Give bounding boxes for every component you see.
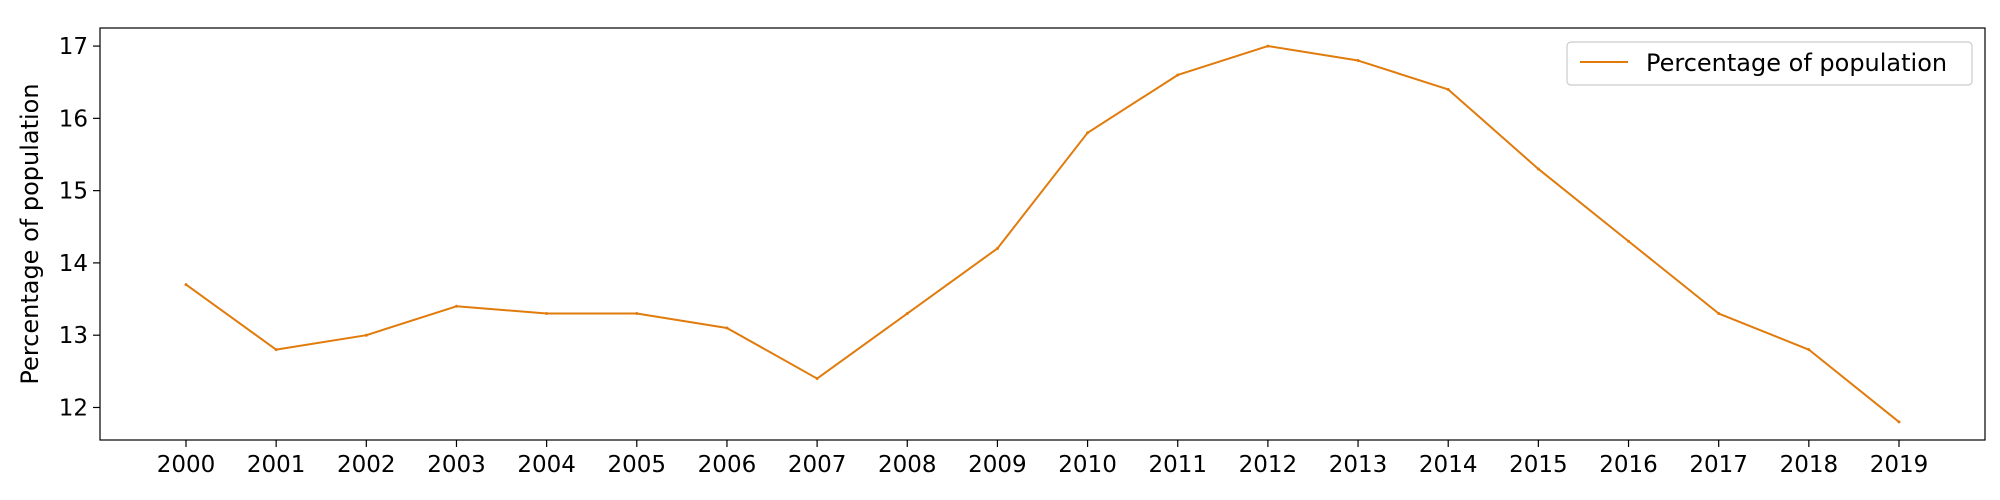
data-point	[1086, 131, 1090, 135]
data-point	[454, 304, 458, 308]
data-point	[1627, 239, 1631, 243]
x-tick-label: 2004	[517, 452, 576, 478]
legend: Percentage of population	[1566, 41, 1973, 86]
x-tick-label: 2008	[878, 452, 937, 478]
data-point	[815, 377, 819, 381]
legend-box	[1566, 41, 1973, 86]
y-tick-label: 14	[59, 251, 88, 277]
data-point	[1807, 348, 1811, 352]
data-point	[364, 333, 368, 337]
data-point	[635, 312, 639, 316]
x-tick-label: 2011	[1148, 452, 1207, 478]
x-tick-label: 2017	[1689, 452, 1748, 478]
plot-area-frame	[99, 27, 1986, 441]
y-tick-label: 15	[59, 179, 88, 205]
x-tick-label: 2007	[788, 452, 847, 478]
data-point	[905, 312, 909, 316]
y-axis: 12 13 14 15 16 17	[59, 34, 100, 421]
y-tick-label: 13	[59, 323, 88, 349]
x-tick-label: 2010	[1058, 452, 1117, 478]
data-point	[725, 326, 729, 330]
x-tick-label: 2003	[427, 452, 486, 478]
x-tick-label: 2005	[608, 452, 667, 478]
data-point	[995, 246, 999, 250]
legend-label: Percentage of population	[1646, 49, 1947, 77]
data-point	[274, 348, 278, 352]
y-tick-label: 16	[59, 106, 88, 132]
x-tick-label: 2016	[1599, 452, 1658, 478]
x-tick-label: 2015	[1509, 452, 1568, 478]
data-point	[1717, 312, 1721, 316]
y-axis-title: Percentage of population	[16, 83, 44, 384]
x-tick-label: 2018	[1780, 452, 1839, 478]
data-point	[1266, 44, 1270, 48]
data-point	[1897, 420, 1901, 424]
data-point	[184, 283, 188, 287]
y-tick-label: 17	[59, 34, 88, 60]
x-tick-label: 2002	[337, 452, 396, 478]
series-line	[185, 45, 1900, 423]
x-tick-label: 2019	[1870, 452, 1929, 478]
x-tick-label: 2012	[1239, 452, 1298, 478]
x-tick-label: 2001	[247, 452, 306, 478]
x-tick-label: 2006	[698, 452, 757, 478]
data-point	[1446, 87, 1450, 91]
data-point	[545, 312, 549, 316]
x-tick-label: 2000	[157, 452, 216, 478]
x-tick-label: 2013	[1329, 452, 1388, 478]
y-tick-label: 12	[59, 395, 88, 421]
data-point	[1176, 73, 1180, 77]
data-point	[1356, 59, 1360, 63]
series-layer	[184, 44, 1901, 424]
x-axis: 2000 2001 2002 2003 2004 2005 2006 2007 2008 2009…	[157, 440, 1929, 478]
x-tick-label: 2014	[1419, 452, 1478, 478]
data-point	[1536, 167, 1540, 171]
x-tick-label: 2009	[968, 452, 1027, 478]
